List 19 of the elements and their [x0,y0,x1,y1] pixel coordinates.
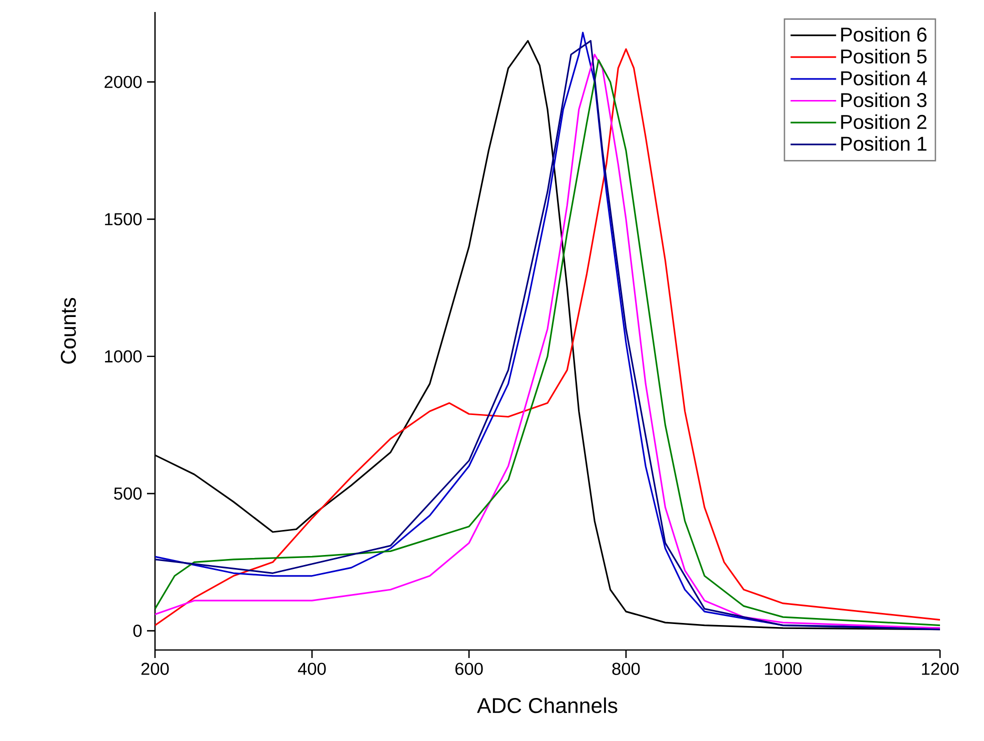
y-tick-label: 0 [133,624,142,637]
legend-label: Position 5 [841,48,927,64]
x-axis-title: ADC Channels [477,697,618,714]
x-tick-label: 1000 [765,662,802,675]
y-tick-label: 500 [114,487,142,500]
y-tick-label: 1000 [105,350,142,362]
x-tick-label: 600 [455,662,483,675]
y-axis-title: Counts [60,298,76,364]
y-tick-label: 1500 [105,213,142,226]
y-tick-label: 2000 [104,76,142,88]
x-tick-label: 400 [298,662,326,675]
legend-label: Position 4 [841,70,927,86]
x-tick-label: 200 [141,662,169,675]
x-tick-label: 1200 [922,662,959,675]
legend-label: Position 2 [841,114,926,130]
x-tick-label: 800 [612,662,640,675]
legend-label: Position 3 [841,92,927,108]
legend-label: Position 6 [841,27,927,42]
legend-label: Position 1 [841,136,926,151]
